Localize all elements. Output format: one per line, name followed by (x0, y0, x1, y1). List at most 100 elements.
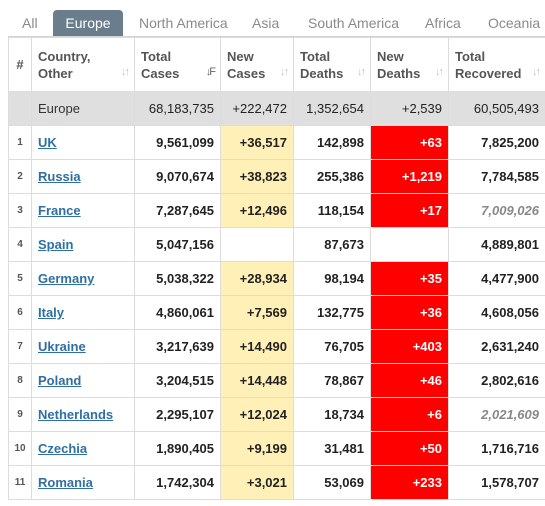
total-cases-cell: 7,287,645 (134, 193, 221, 228)
header-new-deaths[interactable]: New Deaths ↓↑ (370, 37, 449, 92)
tab-asia[interactable]: Asia (252, 15, 280, 31)
header-total-deaths-label: Total (300, 48, 331, 64)
new-deaths-cell: +233 (370, 465, 449, 500)
total-row-total-recovered: 60,505,493 (448, 91, 545, 126)
country-cell: Czechia (31, 431, 135, 466)
header-total-deaths-label-2: Deaths (300, 65, 344, 81)
total-cases-cell: 5,038,322 (134, 261, 221, 296)
total-recovered-cell: 2,802,616 (448, 363, 545, 398)
row-index: 1 (8, 125, 32, 160)
table-header-row: # Country, Other ↓↑ Total Cases ↓F New C… (8, 37, 545, 92)
header-num-label: # (16, 57, 24, 72)
country-link[interactable]: Czechia (38, 441, 88, 456)
tab-africa[interactable]: Africa (425, 15, 461, 31)
table-row: 2 Russia 9,070,674 +38,823 255,386 +1,219 7,78… (8, 159, 545, 194)
total-deaths-cell: 255,386 (293, 159, 371, 194)
table-row: 1 UK 9,561,099 +36,517 142,898 +63 7,825,200 (8, 125, 545, 160)
total-row-new-cases: +222,472 (220, 91, 294, 126)
country-link[interactable]: Ukraine (38, 339, 86, 354)
total-recovered-cell: 4,889,801 (448, 227, 545, 262)
header-total-recovered-label-2: Recovered (455, 65, 522, 81)
header-country[interactable]: Country, Other ↓↑ (31, 37, 135, 92)
table-row: 5 Germany 5,038,322 +28,934 98,194 +35 4,477,9… (8, 261, 545, 296)
sort-icon[interactable]: ↓↑ (532, 66, 541, 78)
total-deaths-cell: 118,154 (293, 193, 371, 228)
total-deaths-cell: 132,775 (293, 295, 371, 330)
total-cases-cell: 3,217,639 (134, 329, 221, 364)
total-cases-cell: 9,561,099 (134, 125, 221, 160)
country-link[interactable]: Russia (38, 169, 81, 184)
new-cases-cell: +28,934 (220, 261, 294, 296)
row-index: 8 (8, 363, 32, 398)
tab-oceania[interactable]: Oceania (488, 15, 541, 31)
row-index: 3 (8, 193, 32, 228)
tab-south-america[interactable]: South America (308, 15, 400, 31)
total-cases-cell: 4,860,061 (134, 295, 221, 330)
tab-north-america[interactable]: North America (139, 15, 228, 31)
row-index: 11 (8, 465, 32, 500)
country-link[interactable]: Poland (38, 373, 82, 388)
table-row: 6 Italy 4,860,061 +7,569 132,775 +36 4,608,056 (8, 295, 545, 330)
total-cases-cell: 1,742,304 (134, 465, 221, 500)
countries-table-container: # Country, Other ↓↑ Total Cases ↓F New C… (8, 36, 545, 500)
region-tabs: All Europe North America Asia South Amer… (0, 0, 545, 36)
new-cases-cell: +14,448 (220, 363, 294, 398)
total-recovered-cell: 4,608,056 (448, 295, 545, 330)
header-total-deaths[interactable]: Total Deaths ↓↑ (293, 37, 371, 92)
total-recovered-cell: 1,578,707 (448, 465, 545, 500)
header-new-cases-label-2: Cases (227, 65, 266, 81)
new-deaths-cell: +63 (370, 125, 449, 160)
total-recovered-cell: 2,631,240 (448, 329, 545, 364)
header-country-label-2: Other (38, 65, 73, 81)
total-cases-cell: 2,295,107 (134, 397, 221, 432)
total-deaths-cell: 87,673 (293, 227, 371, 262)
total-recovered-cell: 7,825,200 (448, 125, 545, 160)
header-total-recovered[interactable]: Total Recovered ↓↑ (448, 37, 545, 92)
table-row: 8 Poland 3,204,515 +14,448 78,867 +46 2,802,61… (8, 363, 545, 398)
new-deaths-cell: +403 (370, 329, 449, 364)
country-link[interactable]: France (38, 203, 81, 218)
new-deaths-cell: +50 (370, 431, 449, 466)
sort-icon[interactable]: ↓↑ (280, 66, 289, 78)
table-row: 9 Netherlands 2,295,107 +12,024 18,734 +6 2,02… (8, 397, 545, 432)
total-recovered-cell: 7,009,026 (448, 193, 545, 228)
sort-icon[interactable]: ↓↑ (357, 66, 366, 78)
total-deaths-cell: 18,734 (293, 397, 371, 432)
row-index: 9 (8, 397, 32, 432)
header-total-cases-label: Total (141, 48, 172, 64)
new-cases-cell (220, 227, 294, 262)
row-index: 2 (8, 159, 32, 194)
total-cases-cell: 5,047,156 (134, 227, 221, 262)
total-deaths-cell: 142,898 (293, 125, 371, 160)
new-deaths-cell: +6 (370, 397, 449, 432)
country-cell: Netherlands (31, 397, 135, 432)
country-link[interactable]: Italy (38, 305, 65, 320)
sort-descending-icon[interactable]: ↓F (205, 66, 216, 78)
total-deaths-cell: 31,481 (293, 431, 371, 466)
country-link[interactable]: Spain (38, 237, 74, 252)
country-link[interactable]: UK (38, 135, 57, 150)
table-row: 7 Ukraine 3,217,639 +14,490 76,705 +403 2,631,… (8, 329, 545, 364)
sort-icon[interactable]: ↓↑ (121, 66, 130, 78)
header-new-cases[interactable]: New Cases ↓↑ (220, 37, 294, 92)
country-link[interactable]: Romania (38, 475, 93, 490)
table-row: 11 Romania 1,742,304 +3,021 53,069 +233 1,578,… (8, 465, 545, 500)
total-recovered-cell: 2,021,609 (448, 397, 545, 432)
countries-table: # Country, Other ↓↑ Total Cases ↓F New C… (8, 37, 545, 500)
total-row-region: Europe (31, 91, 135, 126)
new-cases-cell: +9,199 (220, 431, 294, 466)
new-deaths-cell: +36 (370, 295, 449, 330)
total-recovered-cell: 7,784,585 (448, 159, 545, 194)
table-row: 10 Czechia 1,890,405 +9,199 31,481 +50 1,716,7… (8, 431, 545, 466)
country-link[interactable]: Germany (38, 271, 95, 286)
tab-all[interactable]: All (22, 15, 38, 31)
header-total-cases[interactable]: Total Cases ↓F (134, 37, 221, 92)
sort-icon[interactable]: ↓↑ (435, 66, 444, 78)
country-cell: Romania (31, 465, 135, 500)
header-num[interactable]: # (8, 37, 32, 92)
tab-europe[interactable]: Europe (53, 10, 123, 36)
header-new-cases-label: New (227, 48, 254, 64)
new-deaths-cell: +35 (370, 261, 449, 296)
country-link[interactable]: Netherlands (38, 407, 114, 422)
new-cases-cell: +7,569 (220, 295, 294, 330)
